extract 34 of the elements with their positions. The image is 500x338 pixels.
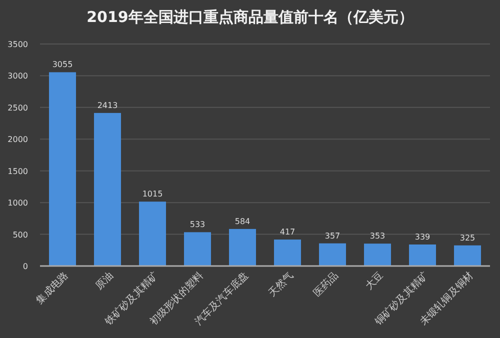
data-label: 339 <box>414 232 430 242</box>
x-tick-label: 天然气 <box>266 270 296 300</box>
data-label: 533 <box>190 220 206 230</box>
bar <box>94 112 121 266</box>
y-tick-label: 500 <box>12 230 28 240</box>
data-label: 1015 <box>142 190 163 199</box>
data-label: 584 <box>234 216 250 226</box>
x-tick-label: 医药品 <box>310 270 341 300</box>
bar <box>454 245 481 266</box>
y-tick-label: 2000 <box>8 135 28 144</box>
data-label: 3055 <box>52 60 73 70</box>
bar <box>409 244 436 266</box>
y-tick-label: 3500 <box>8 40 28 49</box>
data-label: 417 <box>280 228 296 237</box>
chart-title: 2019年全国进口重点商品量值前十名（亿美元） <box>86 8 414 26</box>
bar <box>184 232 211 266</box>
x-tick-label: 大豆 <box>362 270 386 292</box>
bar <box>49 72 76 266</box>
bar <box>364 244 391 266</box>
data-label: 2413 <box>97 100 118 110</box>
bar <box>139 202 166 266</box>
x-tick-label: 原油 <box>92 270 116 292</box>
data-label: 357 <box>324 231 340 240</box>
bar <box>229 228 256 266</box>
data-label: 353 <box>370 232 386 241</box>
bar <box>319 243 346 266</box>
x-tick-label: 集成电路 <box>34 270 71 306</box>
y-tick-label: 1000 <box>8 198 28 208</box>
y-tick-label: 1500 <box>8 166 28 176</box>
y-tick-label: 2500 <box>8 103 28 112</box>
data-label: 325 <box>460 233 476 242</box>
y-tick-label: 3000 <box>8 72 28 81</box>
bar <box>274 240 301 266</box>
y-tick-label: 0 <box>22 262 28 271</box>
